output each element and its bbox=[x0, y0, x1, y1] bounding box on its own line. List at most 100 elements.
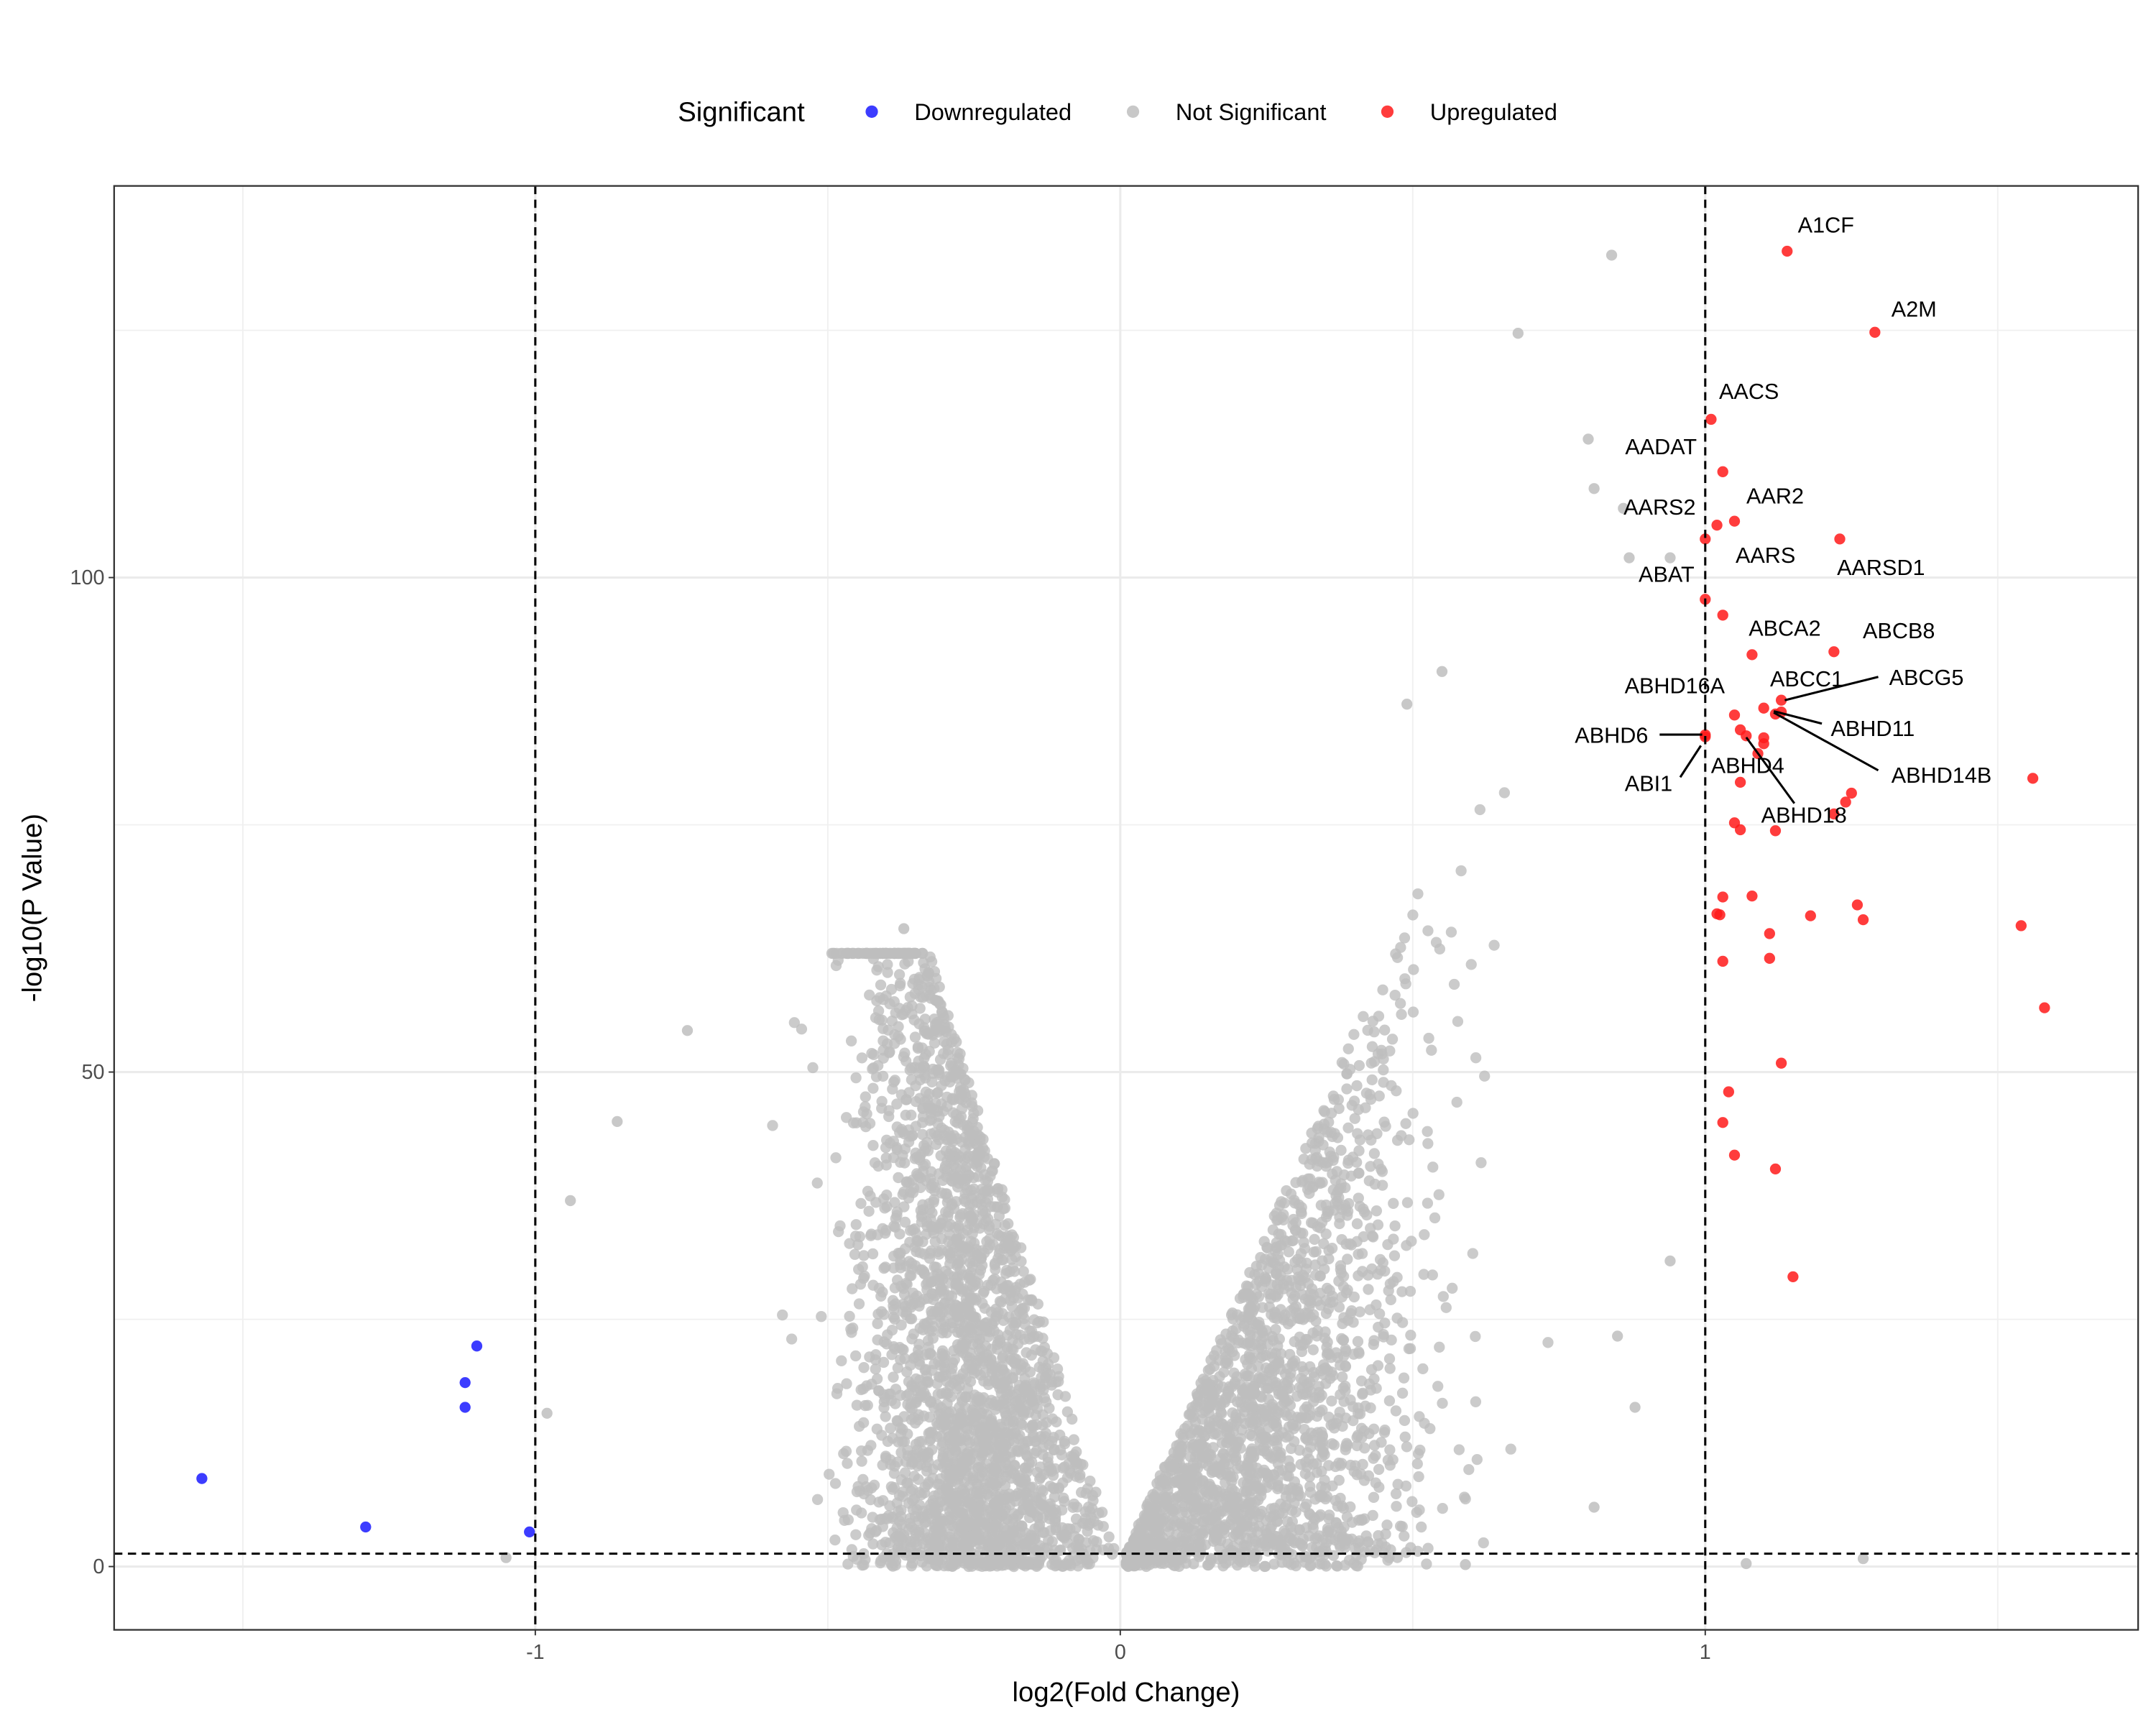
point-not-significant bbox=[1041, 1368, 1054, 1379]
point-not-significant bbox=[878, 1402, 890, 1414]
point-not-significant bbox=[1028, 1448, 1040, 1459]
point-not-significant bbox=[1020, 1560, 1031, 1572]
point-not-significant bbox=[1452, 1016, 1464, 1027]
point-not-significant bbox=[1295, 1458, 1307, 1471]
point-not-significant bbox=[975, 1545, 986, 1558]
point-not-significant bbox=[1306, 1154, 1318, 1165]
point-not-significant bbox=[857, 1106, 870, 1118]
point-not-significant bbox=[1336, 1057, 1348, 1068]
point-not-significant bbox=[1024, 1366, 1036, 1378]
point-not-significant bbox=[1400, 1118, 1411, 1129]
point-not-significant bbox=[1048, 1483, 1060, 1494]
point-not-significant bbox=[1311, 1410, 1323, 1422]
point-not-significant bbox=[847, 1117, 860, 1128]
point-not-significant bbox=[936, 1440, 948, 1452]
legend-key-not-significant bbox=[1126, 105, 1140, 118]
point-not-significant bbox=[915, 1547, 926, 1558]
point-upregulated bbox=[1734, 776, 1746, 788]
panel-border bbox=[113, 185, 2139, 1631]
point-not-significant bbox=[1243, 1281, 1254, 1292]
point-not-significant bbox=[1368, 1026, 1380, 1038]
point-not-significant bbox=[1416, 1521, 1427, 1533]
point-not-significant bbox=[1308, 1371, 1320, 1383]
point-downregulated bbox=[196, 1473, 208, 1484]
point-not-significant bbox=[949, 1374, 961, 1386]
point-not-significant bbox=[882, 967, 893, 978]
point-not-significant bbox=[1244, 1416, 1256, 1428]
point-not-significant bbox=[1316, 1426, 1327, 1438]
point-not-significant bbox=[1281, 1470, 1293, 1481]
point-not-significant bbox=[1478, 1537, 1489, 1549]
point-not-significant bbox=[1365, 1363, 1378, 1376]
point-not-significant bbox=[888, 1371, 899, 1383]
point-not-significant bbox=[891, 1098, 903, 1110]
point-downregulated bbox=[360, 1521, 372, 1533]
point-not-significant bbox=[906, 1313, 918, 1325]
point-not-significant bbox=[926, 1305, 937, 1317]
point-not-significant bbox=[913, 974, 925, 985]
gene-label: AADAT bbox=[1625, 435, 1697, 459]
point-not-significant bbox=[1249, 1338, 1261, 1351]
point-not-significant bbox=[1365, 1223, 1376, 1234]
point-not-significant bbox=[870, 1012, 882, 1024]
point-not-significant bbox=[905, 1302, 916, 1313]
point-not-significant bbox=[935, 1402, 947, 1414]
point-not-significant bbox=[969, 1276, 981, 1287]
point-not-significant bbox=[888, 1136, 899, 1147]
point-not-significant bbox=[1222, 1387, 1235, 1399]
point-upregulated bbox=[1758, 702, 1769, 714]
point-not-significant bbox=[1044, 1498, 1056, 1509]
point-not-significant bbox=[1623, 552, 1635, 564]
point-not-significant bbox=[1314, 1437, 1326, 1448]
point-not-significant bbox=[1353, 1167, 1364, 1179]
point-not-significant bbox=[926, 1207, 938, 1219]
point-not-significant bbox=[971, 1365, 983, 1377]
point-not-significant bbox=[1286, 1527, 1297, 1538]
point-not-significant bbox=[1226, 1483, 1238, 1495]
point-not-significant bbox=[1125, 1550, 1137, 1562]
point-not-significant bbox=[876, 1539, 888, 1550]
point-not-significant bbox=[1407, 909, 1419, 921]
point-not-significant bbox=[840, 1445, 852, 1457]
point-not-significant bbox=[1401, 699, 1413, 710]
point-not-significant bbox=[978, 1358, 990, 1369]
points-layer bbox=[196, 245, 2050, 1573]
point-not-significant bbox=[926, 1166, 937, 1177]
point-not-significant bbox=[1067, 1542, 1079, 1554]
gene-label: ABHD18 bbox=[1761, 804, 1847, 828]
point-not-significant bbox=[926, 1427, 938, 1439]
point-not-significant bbox=[1071, 1446, 1082, 1458]
point-not-significant bbox=[1194, 1425, 1205, 1436]
point-not-significant bbox=[1424, 1423, 1436, 1435]
point-not-significant bbox=[928, 1197, 939, 1208]
point-not-significant bbox=[1042, 1452, 1054, 1463]
point-not-significant bbox=[985, 1504, 997, 1516]
point-not-significant bbox=[1401, 1240, 1412, 1251]
point-not-significant bbox=[1345, 1239, 1358, 1251]
point-not-significant bbox=[1408, 964, 1419, 975]
point-not-significant bbox=[872, 1059, 884, 1072]
point-not-significant bbox=[872, 1160, 884, 1172]
point-not-significant bbox=[967, 1198, 979, 1210]
point-not-significant bbox=[1396, 1130, 1407, 1141]
point-not-significant bbox=[870, 1349, 882, 1361]
point-not-significant bbox=[990, 1218, 1002, 1230]
point-not-significant bbox=[1090, 1486, 1102, 1498]
point-not-significant bbox=[832, 954, 844, 966]
point-not-significant bbox=[953, 1256, 965, 1268]
point-not-significant bbox=[860, 1091, 871, 1103]
point-not-significant bbox=[1351, 1440, 1363, 1452]
point-not-significant bbox=[909, 1031, 921, 1043]
point-not-significant bbox=[1399, 1414, 1411, 1427]
point-not-significant bbox=[939, 1163, 951, 1174]
point-not-significant bbox=[1316, 1389, 1327, 1401]
point-not-significant bbox=[878, 1309, 890, 1320]
y-tick-label: 50 bbox=[81, 1061, 104, 1084]
point-not-significant bbox=[842, 1458, 853, 1469]
point-not-significant bbox=[910, 1080, 921, 1092]
point-not-significant bbox=[948, 1345, 959, 1356]
point-not-significant bbox=[1010, 1316, 1022, 1328]
point-not-significant bbox=[872, 1229, 883, 1241]
point-not-significant bbox=[870, 1197, 882, 1208]
point-not-significant bbox=[1405, 1330, 1416, 1341]
